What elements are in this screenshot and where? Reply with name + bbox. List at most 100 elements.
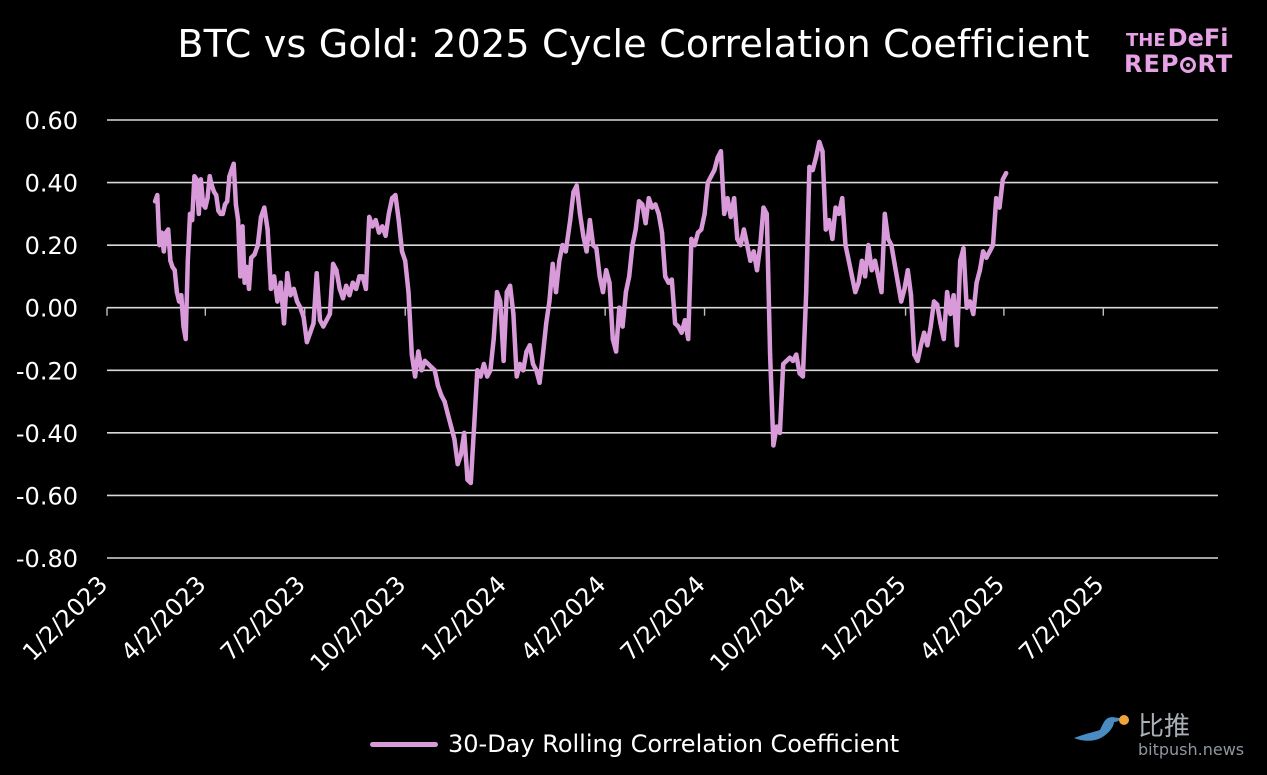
data-point <box>836 211 842 217</box>
data-point <box>971 311 976 317</box>
data-point <box>265 227 270 232</box>
data-point <box>540 352 546 357</box>
data-point <box>659 230 665 235</box>
data-point <box>571 189 576 195</box>
data-point <box>918 343 924 348</box>
data-point <box>758 242 763 248</box>
data-point <box>872 258 878 263</box>
data-point <box>722 211 727 217</box>
data-point <box>787 355 792 360</box>
data-point <box>925 343 930 348</box>
data-point <box>849 274 855 279</box>
data-point <box>252 252 257 257</box>
data-point <box>830 236 835 242</box>
data-point <box>977 268 983 273</box>
data-point <box>203 205 208 210</box>
data-point <box>853 289 858 295</box>
data-point <box>980 249 986 254</box>
data-point <box>964 305 969 310</box>
data-point <box>686 336 691 342</box>
data-point <box>330 261 336 267</box>
data-point <box>389 196 395 201</box>
data-point <box>954 343 960 348</box>
data-point <box>399 249 405 254</box>
data-point <box>229 167 234 173</box>
data-point <box>935 302 940 307</box>
data-point <box>168 258 173 263</box>
data-point <box>242 280 247 285</box>
data-point <box>731 196 737 201</box>
data-point <box>594 246 599 251</box>
data-point <box>179 293 184 298</box>
data-point <box>448 424 454 429</box>
data-point <box>222 202 228 207</box>
data-point <box>987 249 992 254</box>
data-point <box>702 211 707 217</box>
data-point <box>157 242 162 248</box>
data-point <box>262 205 267 210</box>
x-tick-label: 10/2/2023 <box>305 570 412 677</box>
data-point <box>617 305 622 310</box>
data-point <box>488 368 493 373</box>
data-point <box>238 274 243 279</box>
data-point <box>432 368 437 373</box>
data-point <box>804 289 809 295</box>
logo-ring-icon <box>1180 57 1197 73</box>
data-point <box>748 258 753 263</box>
data-point <box>216 208 221 213</box>
data-point <box>406 289 411 295</box>
data-point <box>813 155 819 160</box>
data-point <box>211 189 217 195</box>
x-tick-label: 4/2/2024 <box>515 570 611 666</box>
data-point <box>344 283 349 288</box>
data-point <box>627 274 632 279</box>
data-point <box>862 274 868 279</box>
data-point <box>471 424 477 429</box>
data-point <box>334 268 339 273</box>
bird-icon <box>1074 715 1129 741</box>
data-point <box>327 311 333 317</box>
data-point <box>170 264 175 270</box>
series-line <box>152 139 1009 486</box>
data-point <box>249 255 254 260</box>
data-point <box>200 202 206 207</box>
data-point <box>859 258 865 263</box>
data-point <box>889 242 894 248</box>
data-point <box>820 149 825 154</box>
data-point <box>514 374 519 379</box>
data-point <box>159 230 164 235</box>
data-point <box>604 268 609 273</box>
data-point <box>676 324 681 329</box>
data-point <box>255 242 260 248</box>
data-point <box>396 217 401 223</box>
data-point <box>190 217 195 223</box>
data-point <box>817 139 822 145</box>
data-point <box>557 258 562 263</box>
data-point <box>718 149 724 154</box>
data-point <box>205 196 210 201</box>
data-point <box>416 349 421 354</box>
data-point <box>429 365 434 370</box>
y-tick-label: 0.00 <box>25 295 78 323</box>
data-point <box>317 318 323 323</box>
data-point <box>1000 177 1005 182</box>
data-point <box>196 211 201 217</box>
data-point <box>646 196 651 201</box>
y-tick-label: -0.80 <box>16 545 78 573</box>
data-point <box>183 336 188 342</box>
data-point <box>974 280 979 285</box>
x-tick-label: 4/2/2025 <box>914 570 1010 666</box>
data-point <box>653 202 658 207</box>
bitpush-watermark: 比推 bitpush.news <box>1070 706 1260 766</box>
watermark-url: bitpush.news <box>1138 740 1245 759</box>
data-point <box>630 242 635 248</box>
data-point <box>340 296 346 301</box>
data-point <box>725 196 730 201</box>
data-point <box>524 349 529 354</box>
data-point <box>794 352 799 357</box>
data-point <box>826 217 832 223</box>
data-point <box>921 330 927 335</box>
data-point <box>761 205 766 210</box>
data-point <box>587 217 593 223</box>
